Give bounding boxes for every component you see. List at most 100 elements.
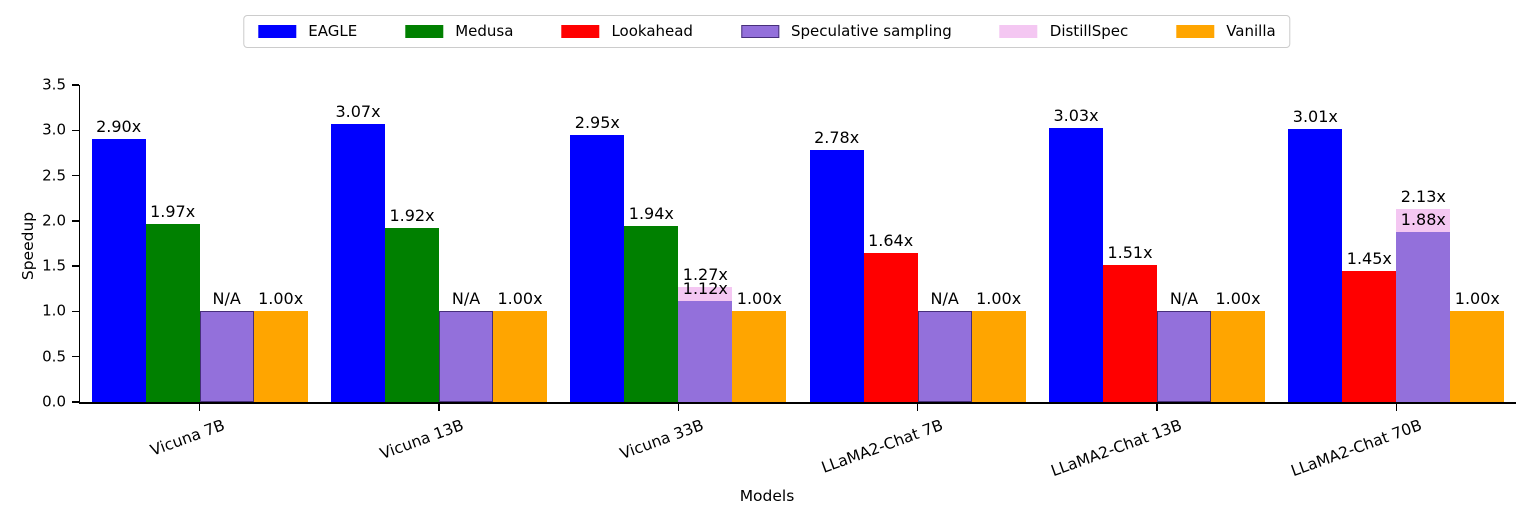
bar-value-label: 1.64x [868, 231, 914, 251]
bar-vicuna-13b-vanilla [493, 311, 547, 402]
y-tick-label: 2.0 [42, 211, 66, 230]
bar-value-label: 2.90x [96, 117, 142, 137]
legend-item-eagle: EAGLE [258, 24, 357, 39]
legend-label: EAGLE [308, 22, 358, 40]
y-tick [71, 174, 79, 177]
bar-value-label: 3.07x [335, 101, 381, 121]
bar-value-label: 2.78x [814, 128, 860, 148]
legend-swatch-speculative-sampling [740, 25, 779, 38]
bar-vicuna-13b-eagle [331, 123, 385, 402]
y-tick [71, 220, 79, 222]
bar-vicuna-33b-vanilla [732, 311, 787, 402]
bar-vicuna-7b-speculative-sampling [199, 311, 254, 402]
y-tick-label: 0.0 [42, 392, 66, 411]
y-tick [71, 310, 79, 313]
bar-llama2-chat-70b-lookahead [1342, 270, 1397, 402]
y-tick-label: 3.0 [42, 120, 66, 139]
x-tick [198, 403, 201, 411]
legend-swatch-eagle [258, 25, 297, 38]
x-axis-title: Models [739, 487, 795, 505]
bar-value-label: N/A [930, 289, 959, 309]
x-category-label-vicuna-13b: Vicuna 13B [378, 416, 467, 463]
bar-value-label: 1.00x [1215, 289, 1261, 309]
bar-value-label: 1.45x [1346, 248, 1392, 268]
bar-llama2-chat-13b-speculative-sampling [1157, 311, 1211, 402]
bar-llama2-chat-13b-eagle [1049, 127, 1103, 402]
x-category-label-llama2-chat-70b: LLaMA2-Chat 70B [1288, 416, 1424, 481]
bar-value-label: N/A [451, 289, 481, 309]
legend-swatch-medusa [405, 25, 444, 38]
x-tick [438, 403, 440, 411]
bar-value-label: 1.92x [389, 206, 435, 226]
legend-label: Speculative sampling [790, 22, 952, 40]
bar-llama2-chat-7b-vanilla [971, 311, 1026, 402]
bar-llama2-chat-70b-vanilla [1450, 311, 1505, 402]
bar-vicuna-13b-medusa [385, 228, 439, 402]
bar-llama2-chat-13b-vanilla [1211, 311, 1265, 402]
bar-llama2-chat-7b-lookahead [863, 253, 918, 402]
legend-label: Lookahead [611, 22, 693, 40]
x-tick [677, 403, 680, 411]
y-tick [71, 129, 79, 131]
bar-vicuna-7b-medusa [145, 223, 200, 402]
legend-item-lookahead: Lookahead [561, 24, 693, 39]
legend-swatch-vanilla [1176, 25, 1215, 38]
x-category-label-llama2-chat-13b: LLaMA2-Chat 13B [1048, 416, 1185, 481]
legend-swatch-lookahead [561, 25, 600, 38]
x-category-label-vicuna-7b: Vicuna 7B [148, 416, 228, 460]
legend-item-speculative-sampling: Speculative sampling [740, 22, 952, 40]
bar-value-label: 1.88x [1400, 209, 1446, 229]
bar-value-label: 1.00x [736, 289, 782, 309]
y-tick-label: 1.5 [42, 256, 66, 275]
bar-value-label: N/A [1169, 289, 1199, 309]
bar-value-label: 2.13x [1400, 187, 1446, 207]
bar-value-label: 1.00x [1454, 289, 1500, 309]
bar-value-label: 1.97x [150, 201, 196, 221]
x-axis-spine [78, 402, 1516, 404]
bar-value-label: 3.03x [1053, 105, 1099, 125]
y-tick [71, 265, 79, 267]
bar-value-label: 3.01x [1292, 107, 1338, 127]
bar-value-label: 1.51x [1107, 243, 1153, 263]
x-category-label-vicuna-33b: Vicuna 33B [617, 416, 706, 463]
legend-label: DistillSpec [1049, 22, 1129, 40]
legend-label: Vanilla [1226, 22, 1276, 40]
x-tick [916, 403, 919, 411]
x-tick [1156, 403, 1158, 411]
bar-vicuna-33b-speculative-sampling [678, 300, 733, 402]
bar-value-label: 1.27x [682, 264, 728, 284]
bar-value-label: 1.12x [682, 278, 728, 298]
bar-value-label: 2.95x [574, 112, 620, 132]
legend-item-distillspec: DistillSpec [999, 22, 1129, 40]
bar-vicuna-33b-medusa [624, 226, 679, 402]
x-category-label-llama2-chat-7b: LLaMA2-Chat 7B [818, 416, 946, 477]
bar-vicuna-7b-vanilla [253, 311, 308, 402]
bar-llama2-chat-7b-eagle [809, 150, 864, 402]
bar-llama2-chat-7b-speculative-sampling [917, 311, 972, 402]
y-tick-label: 1.0 [42, 301, 66, 320]
legend-label: Medusa [455, 22, 514, 40]
bar-value-label: N/A [212, 289, 241, 309]
y-tick-label: 2.5 [42, 166, 66, 185]
bar-value-label: 1.00x [258, 289, 304, 309]
legend-swatch-distillspec [999, 25, 1038, 38]
bar-value-label: 1.00x [497, 289, 543, 309]
bar-vicuna-7b-eagle [91, 139, 146, 402]
chart-legend: EAGLE Medusa Lookahead Speculative sampling… [243, 15, 1291, 48]
y-tick [71, 356, 79, 358]
y-tick [71, 401, 79, 403]
bar-llama2-chat-70b-eagle [1288, 129, 1343, 402]
y-tick-label: 0.5 [42, 347, 66, 366]
y-tick-label: 3.5 [42, 75, 66, 94]
legend-item-vanilla: Vanilla [1176, 24, 1276, 39]
bar-vicuna-33b-eagle [570, 134, 625, 402]
bar-value-label: 1.94x [628, 204, 674, 224]
bar-vicuna-13b-speculative-sampling [439, 311, 493, 402]
y-axis-spine [78, 85, 80, 402]
legend-item-medusa: Medusa [405, 24, 513, 39]
x-tick [1395, 403, 1398, 411]
bar-llama2-chat-13b-lookahead [1103, 265, 1157, 402]
bar-llama2-chat-70b-speculative-sampling [1396, 231, 1451, 402]
y-axis-title: Speedup [19, 211, 37, 281]
